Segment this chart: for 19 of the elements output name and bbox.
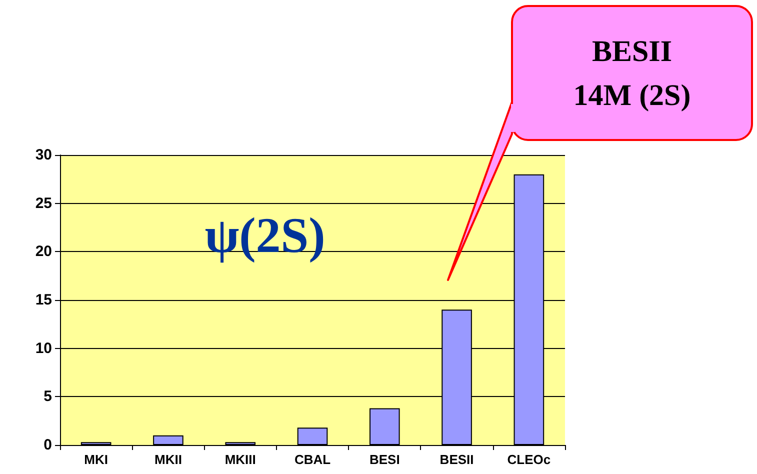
x-tick-label: CLEOc — [507, 452, 551, 467]
y-tick-label: 20 — [35, 243, 52, 260]
bar — [153, 435, 184, 445]
text: ψ(2S) — [204, 207, 326, 263]
y-tick-label: 30 — [35, 146, 52, 164]
x-tick-label: MKII — [154, 452, 182, 467]
bar — [369, 408, 400, 445]
x-tick-label: BESII — [440, 452, 474, 467]
y-tick-label: 25 — [35, 194, 52, 212]
y-tick-label: 10 — [35, 340, 52, 357]
x-tick-label: MKIII — [224, 452, 256, 467]
y-tick-label: 0 — [44, 436, 52, 454]
bar — [297, 428, 328, 445]
text: BESII 14M (2S) — [573, 35, 691, 112]
x-tick-label: MKI — [84, 452, 108, 467]
y-tick-label: 15 — [35, 292, 52, 308]
x-tick-label: CBAL — [294, 452, 331, 467]
y-tick-label: 5 — [44, 388, 52, 406]
x-tick-label: BESI — [369, 452, 400, 467]
